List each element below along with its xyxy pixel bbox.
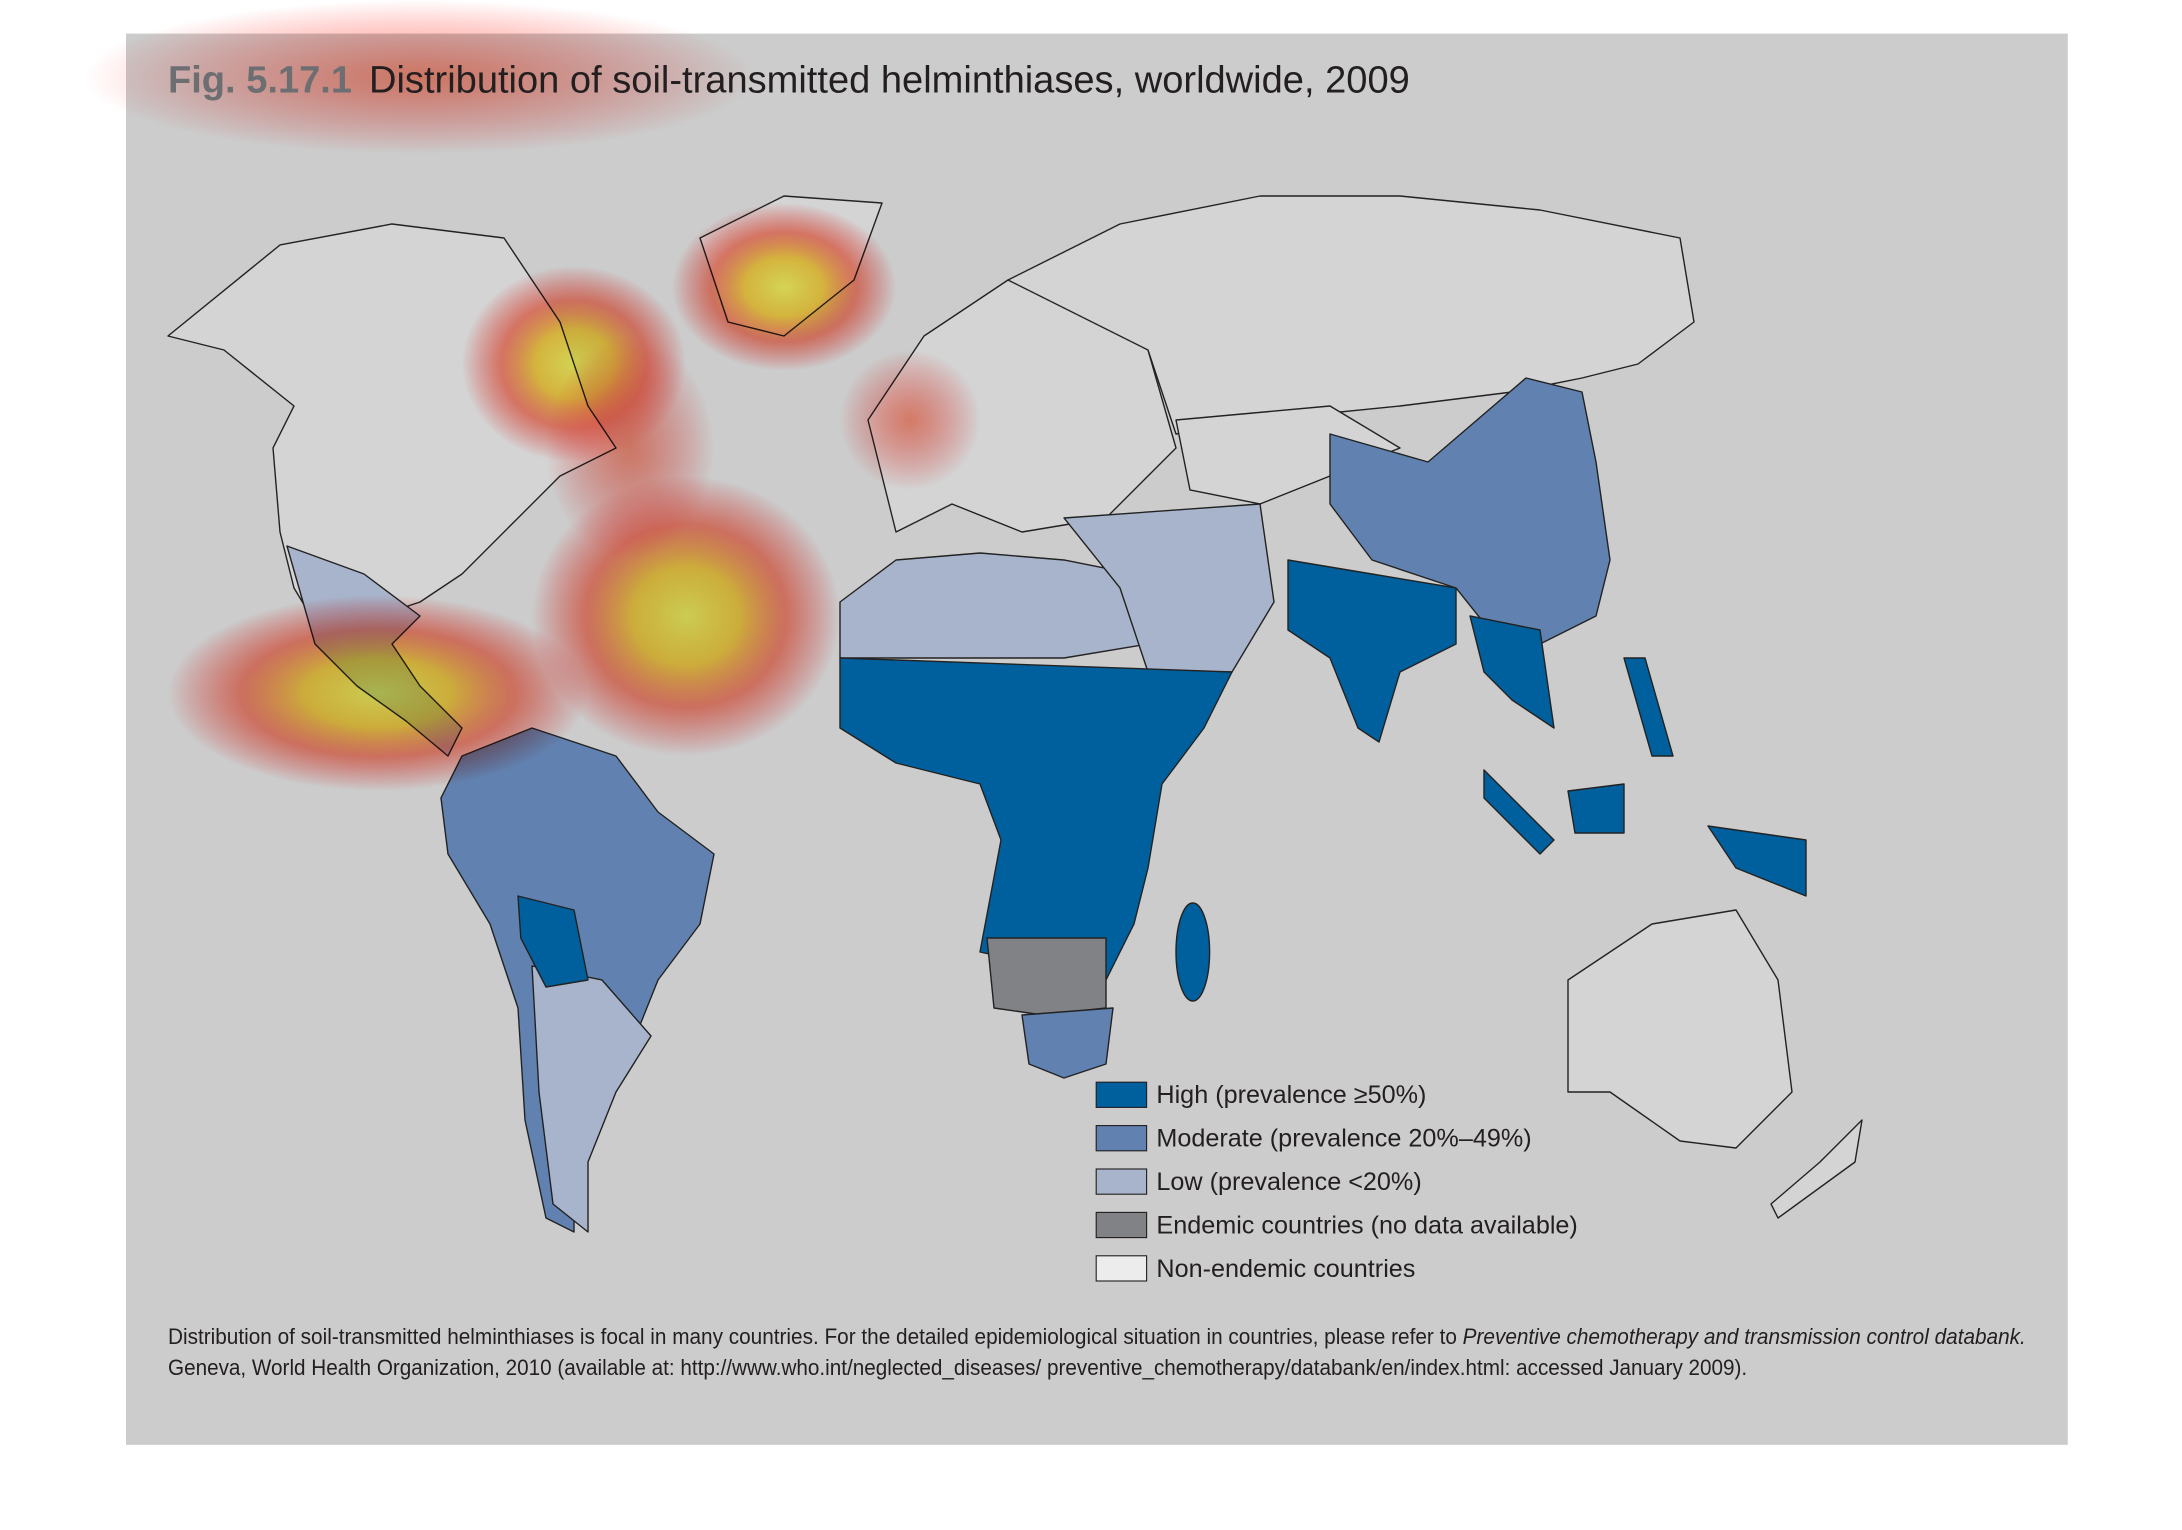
new-guinea [1707, 825, 1807, 897]
heat-spot [840, 349, 981, 490]
southern-africa [986, 937, 1107, 1016]
figure-number: Fig. 5.17.1 [168, 59, 352, 101]
borneo [1567, 783, 1625, 834]
figure-title-text: Distribution of soil-transmitted helmint… [369, 59, 1410, 101]
legend-label: Moderate (prevalence 20%–49%) [1156, 1125, 1531, 1153]
new-zealand [1770, 1119, 1863, 1219]
madagascar [1175, 902, 1211, 1002]
legend: High (prevalence ≥50%) Moderate (prevalen… [1095, 1081, 1578, 1283]
southern-cone [531, 965, 652, 1233]
footnote-text: Distribution of soil-transmitted helmint… [168, 1324, 1463, 1349]
australia [1567, 909, 1793, 1149]
heat-spot [168, 594, 589, 791]
bolivia [517, 895, 589, 988]
footnote-italic: Preventive chemotherapy and transmission… [1463, 1324, 2026, 1349]
footnote-line: Geneva, World Health Organization, 2010 … [168, 1355, 1747, 1380]
legend-swatch [1095, 1255, 1148, 1282]
heat-spot [546, 335, 715, 560]
legend-label: High (prevalence ≥50%) [1156, 1081, 1426, 1109]
heat-spot [672, 202, 897, 371]
heat-spot [84, 0, 757, 154]
china [1329, 377, 1611, 659]
legend-label: Non-endemic countries [1156, 1255, 1415, 1283]
southeast-asia [1469, 615, 1555, 729]
sumatra [1483, 769, 1555, 855]
south-africa [1021, 1007, 1114, 1079]
legend-swatch [1095, 1125, 1148, 1152]
india [1287, 559, 1457, 743]
legend-swatch [1095, 1081, 1148, 1108]
heatmap-overlay [84, 0, 981, 791]
legend-label: Low (prevalence <20%) [1156, 1168, 1421, 1196]
legend-label: Endemic countries (no data available) [1156, 1211, 1577, 1239]
legend-swatch [1095, 1168, 1148, 1195]
legend-swatch [1095, 1211, 1148, 1239]
figure-title: Fig. 5.17.1 Distribution of soil-transmit… [168, 59, 1410, 101]
footnote-line: Distribution of soil-transmitted helmint… [168, 1324, 2026, 1349]
north-africa [839, 552, 1149, 659]
philippines [1623, 657, 1674, 757]
